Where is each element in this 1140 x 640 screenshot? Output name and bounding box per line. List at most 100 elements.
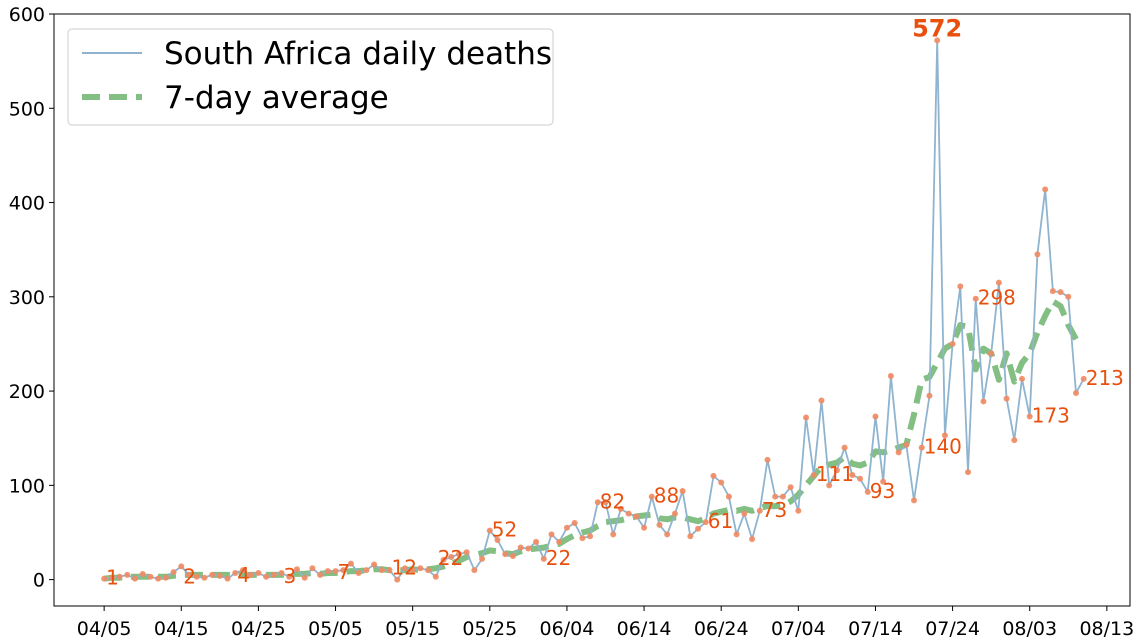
y-tick-label: 500: [9, 98, 45, 120]
daily-deaths-point: [625, 510, 632, 517]
daily-deaths-point: [432, 573, 439, 580]
daily-deaths-point: [1019, 375, 1026, 382]
daily-deaths-point: [679, 487, 686, 494]
daily-deaths-point: [355, 570, 362, 577]
daily-deaths-point: [571, 520, 578, 527]
daily-deaths-point: [139, 570, 146, 577]
daily-deaths-point: [324, 568, 331, 575]
daily-deaths-point: [347, 560, 354, 567]
daily-deaths-point: [440, 556, 447, 563]
daily-deaths-point: [162, 574, 169, 581]
value-annotation: 3: [284, 564, 297, 588]
daily-deaths-point: [185, 571, 192, 578]
daily-deaths-point: [887, 372, 894, 379]
value-annotation: 73: [762, 498, 787, 522]
x-tick-label: 04/25: [231, 618, 286, 640]
daily-deaths-point: [741, 510, 748, 517]
x-tick-label: 08/03: [1002, 618, 1057, 640]
x-tick-label: 07/14: [848, 618, 903, 640]
daily-deaths-point: [671, 510, 678, 517]
x-tick-label: 05/15: [385, 618, 440, 640]
daily-deaths-point: [617, 505, 624, 512]
x-tick-label: 06/14: [617, 618, 672, 640]
x-tick-label: 06/04: [540, 618, 595, 640]
daily-deaths-point: [826, 482, 833, 489]
daily-deaths-point: [941, 432, 948, 439]
daily-deaths-point: [525, 545, 532, 552]
daily-deaths-point: [988, 350, 995, 357]
daily-deaths-point: [247, 571, 254, 578]
legend: South Africa daily deaths 7-day average: [67, 28, 554, 126]
value-annotation: 7: [338, 560, 351, 584]
daily-deaths-point: [725, 493, 732, 500]
daily-deaths-point: [124, 571, 131, 578]
daily-deaths-point: [286, 573, 293, 580]
daily-deaths-point: [965, 469, 972, 476]
value-annotation: 298: [978, 286, 1016, 310]
daily-deaths-point: [116, 573, 123, 580]
y-tick-label: 100: [9, 475, 45, 497]
daily-deaths-point: [263, 573, 270, 580]
daily-deaths-point: [471, 567, 478, 574]
daily-deaths-point: [918, 444, 925, 451]
value-annotation: 173: [1032, 404, 1070, 428]
value-annotation: 88: [654, 484, 679, 508]
daily-deaths-point: [803, 414, 810, 421]
daily-deaths-point: [255, 570, 262, 577]
daily-deaths-point: [232, 570, 239, 577]
daily-deaths-point: [949, 340, 956, 347]
value-annotation: 22: [546, 546, 571, 570]
daily-deaths-point: [394, 576, 401, 583]
daily-deaths-point: [201, 574, 208, 581]
peak-annotation: 572: [912, 14, 962, 42]
daily-deaths-point: [664, 531, 671, 538]
daily-deaths-point: [108, 574, 115, 581]
daily-deaths-point: [563, 524, 570, 531]
value-annotation: 213: [1086, 366, 1124, 390]
daily-deaths-point: [209, 571, 216, 578]
daily-deaths-point: [131, 575, 138, 582]
daily-deaths-point: [1026, 413, 1033, 420]
daily-deaths-point: [147, 573, 154, 580]
daily-deaths-point: [833, 467, 840, 474]
daily-deaths-point: [170, 569, 177, 576]
daily-deaths-point: [980, 398, 987, 405]
daily-deaths-point: [425, 567, 432, 574]
daily-deaths-point: [695, 525, 702, 532]
daily-deaths-point: [309, 565, 316, 572]
daily-deaths-point: [401, 565, 408, 572]
daily-deaths-point: [340, 567, 347, 574]
x-tick-label: 04/05: [77, 618, 132, 640]
daily-deaths-point: [587, 533, 594, 540]
daily-deaths-point: [872, 413, 879, 420]
daily-deaths-point: [718, 479, 725, 486]
daily-deaths-point: [278, 570, 285, 577]
daily-deaths-point: [841, 444, 848, 451]
daily-deaths-point: [687, 533, 694, 540]
legend-box: [67, 28, 554, 126]
daily-deaths-point: [494, 537, 501, 544]
daily-deaths-point: [224, 575, 231, 582]
y-tick-label: 400: [9, 193, 45, 215]
value-annotation: 1: [106, 566, 119, 590]
daily-deaths-point: [849, 471, 856, 478]
daily-deaths-point: [633, 513, 640, 520]
daily-deaths-point: [216, 572, 223, 579]
daily-deaths-point: [317, 571, 324, 578]
daily-deaths-point: [540, 555, 547, 562]
daily-deaths-point: [1011, 437, 1018, 444]
daily-deaths-point: [448, 553, 455, 560]
value-annotation: 93: [870, 479, 895, 503]
daily-deaths-markers: [101, 37, 1087, 583]
daily-deaths-point: [417, 565, 424, 572]
daily-deaths-point: [193, 573, 200, 580]
x-tick-label: 04/15: [154, 618, 209, 640]
daily-deaths-point: [1049, 288, 1056, 295]
daily-deaths-point: [764, 456, 771, 463]
daily-deaths-point: [556, 538, 563, 545]
plot-frame: [53, 13, 1131, 607]
daily-deaths-point: [911, 497, 918, 504]
daily-deaths-point: [101, 575, 108, 582]
daily-deaths-point: [772, 493, 779, 500]
daily-deaths-point: [702, 519, 709, 526]
